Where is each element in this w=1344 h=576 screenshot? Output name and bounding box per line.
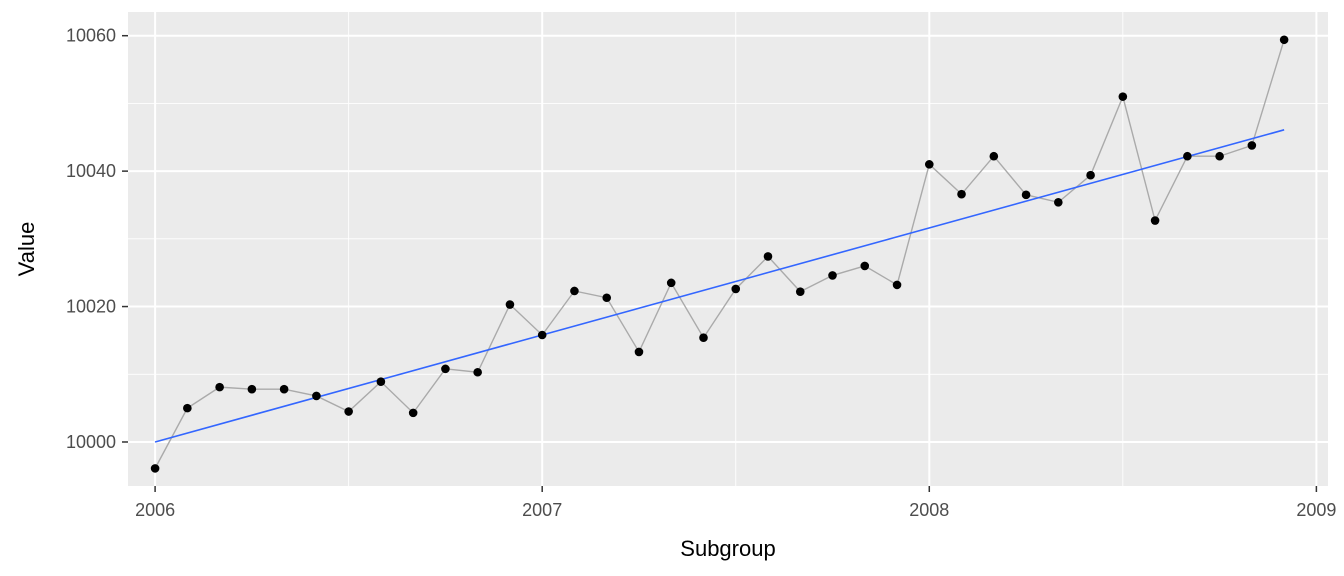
y-axis-title: Value — [14, 222, 39, 277]
x-tick-labels: 2006 2007 2008 2009 — [135, 500, 1336, 520]
grid-major — [128, 12, 1328, 486]
x-axis-title: Subgroup — [680, 536, 775, 561]
data-point — [279, 384, 289, 394]
data-point — [795, 287, 805, 296]
grid-minor — [128, 12, 1328, 486]
data-point — [666, 278, 676, 288]
data-point — [537, 330, 547, 340]
x-tick-label: 2009 — [1296, 500, 1336, 520]
y-tick-label: 10060 — [66, 26, 116, 46]
data-point — [376, 377, 386, 387]
data-point — [1279, 35, 1289, 45]
data-point — [1150, 216, 1160, 225]
series-lines — [154, 39, 1285, 469]
data-point — [892, 280, 902, 290]
data-point — [441, 364, 450, 374]
y-tick-labels: 10000 10020 10040 10060 — [66, 26, 116, 452]
data-point — [312, 391, 321, 401]
data-point — [344, 407, 353, 416]
data-point — [602, 293, 612, 303]
data-point — [215, 382, 224, 392]
x-tick-label: 2007 — [522, 500, 562, 520]
plot-panel — [128, 12, 1328, 486]
data-point — [828, 271, 837, 280]
data-point — [634, 347, 644, 357]
data-points — [150, 35, 1289, 473]
data-point — [731, 284, 741, 294]
data-point — [763, 252, 773, 261]
x-tick-label: 2008 — [909, 500, 949, 520]
x-tick-label: 2006 — [135, 500, 175, 520]
y-tick-label: 10040 — [66, 161, 116, 181]
series-line — [154, 39, 1285, 469]
data-point — [1215, 151, 1224, 161]
y-tick-label: 10000 — [66, 432, 116, 452]
data-point — [1247, 141, 1257, 150]
data-point — [247, 384, 257, 394]
data-point — [1086, 170, 1095, 180]
data-point — [1118, 92, 1128, 101]
trend-line-group — [154, 129, 1285, 443]
data-point — [989, 151, 999, 161]
data-point — [505, 300, 515, 309]
data-point — [1183, 151, 1192, 161]
data-point — [924, 160, 934, 169]
data-point — [570, 286, 579, 296]
data-point — [860, 261, 870, 271]
data-point — [408, 408, 418, 418]
data-point — [699, 333, 708, 343]
y-tick-label: 10020 — [66, 297, 116, 317]
data-point — [183, 403, 192, 413]
data-point — [957, 189, 966, 199]
data-point — [1021, 190, 1031, 200]
axis-ticks — [122, 34, 1318, 492]
data-point — [473, 367, 482, 377]
data-point — [1054, 197, 1063, 207]
trend-line — [154, 129, 1285, 443]
data-point — [150, 464, 160, 473]
